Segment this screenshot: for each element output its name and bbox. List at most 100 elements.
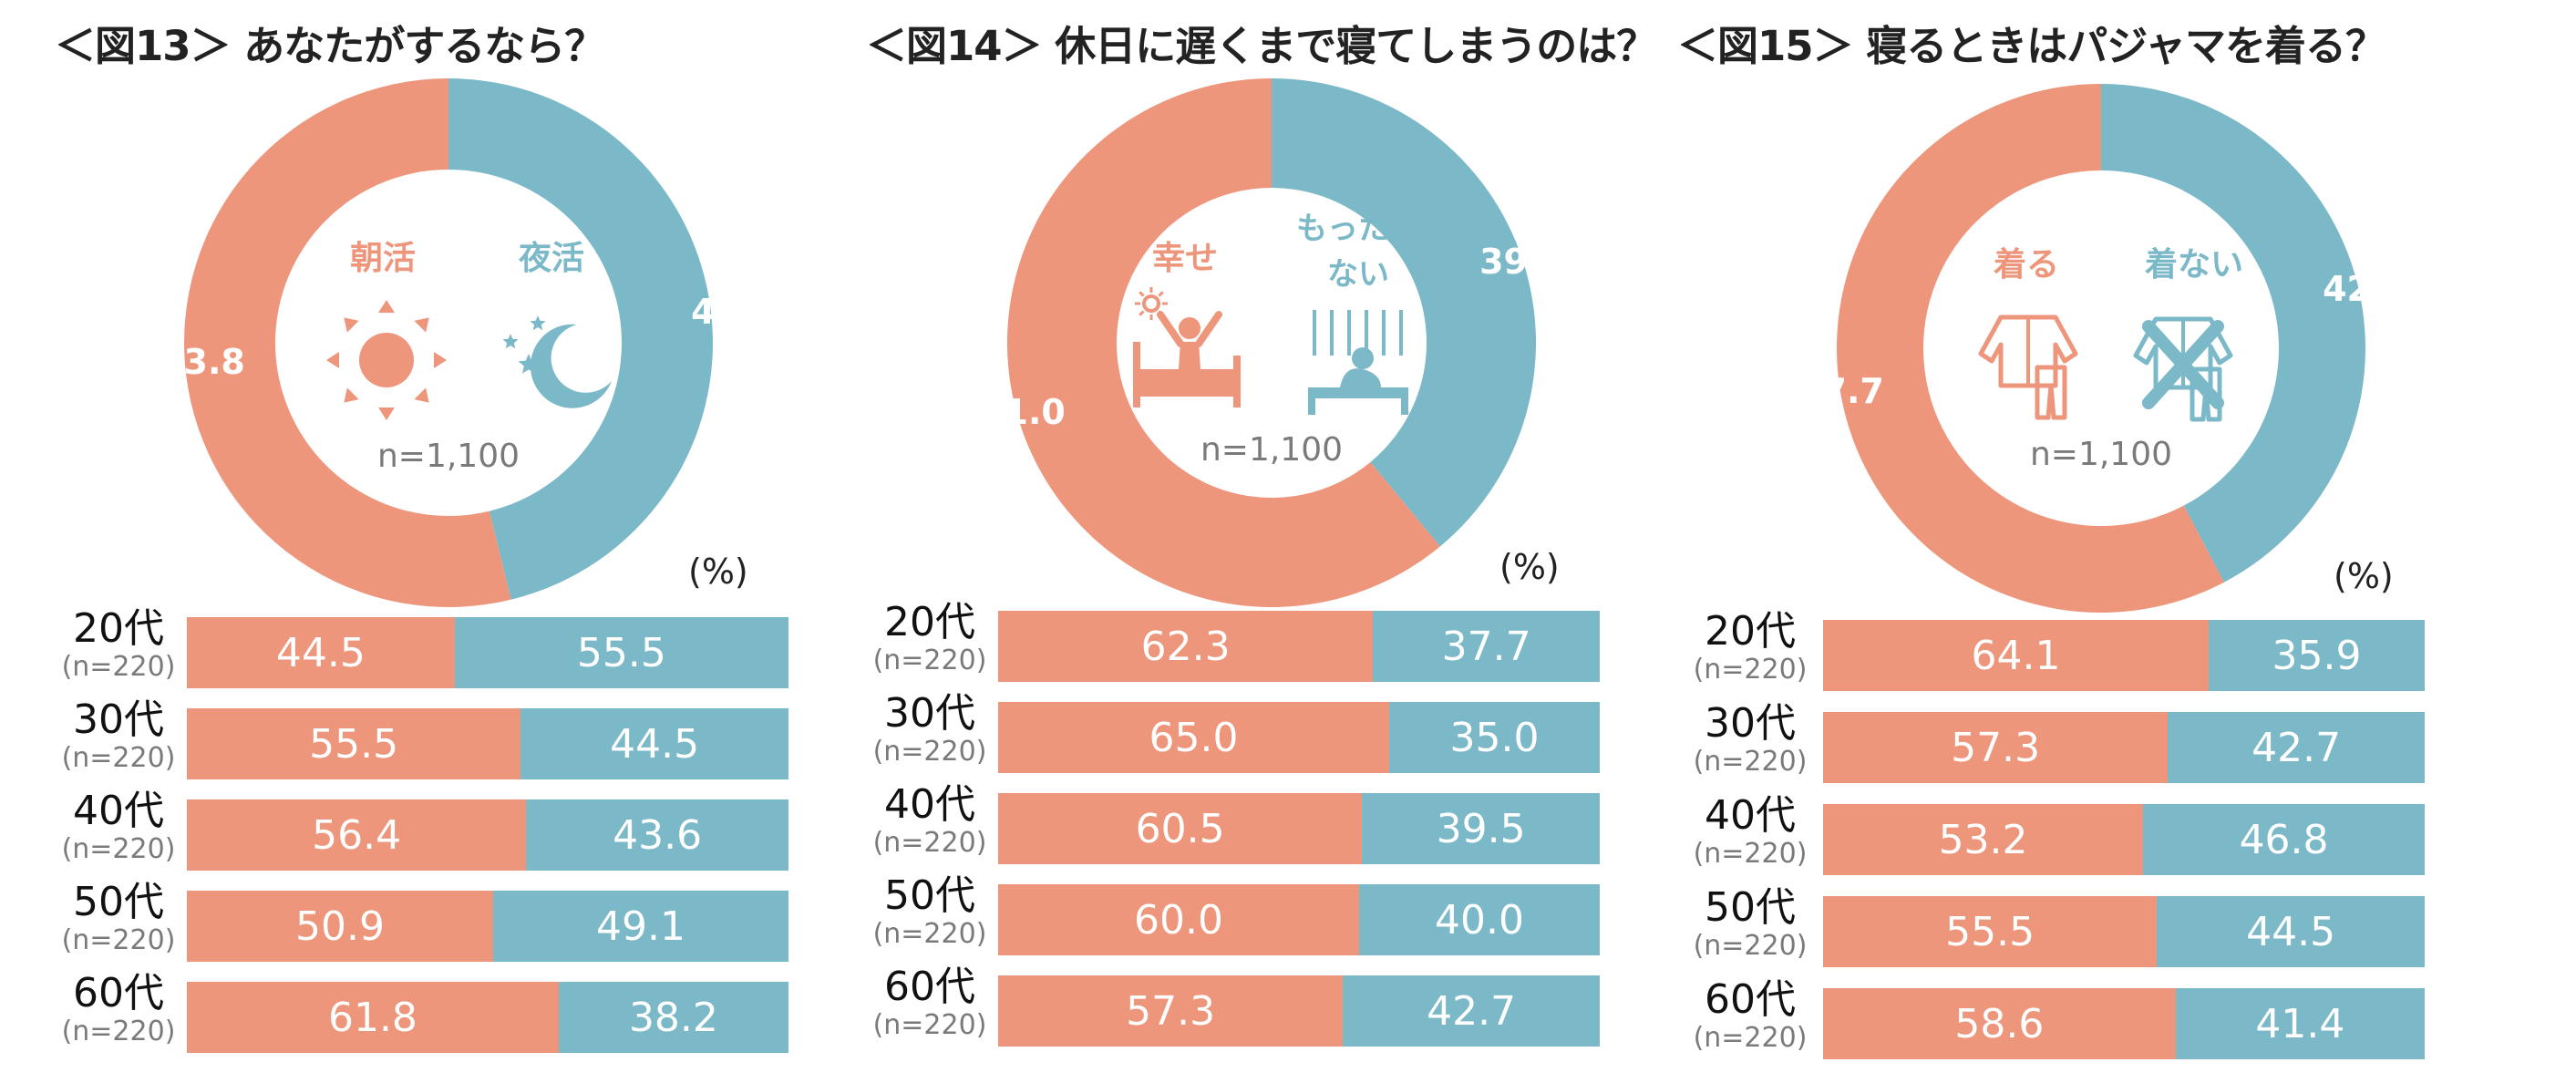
donut-chart: 53.8 46.2 朝活 夜活 n=1,100 bbox=[160, 78, 777, 607]
row-label: 40代 (n=220) bbox=[1677, 793, 1823, 870]
sample-size-label: (n=220) bbox=[1693, 746, 1808, 778]
age-group-label: 30代 bbox=[73, 696, 164, 743]
bar-segment-right: 46.8 bbox=[2143, 804, 2425, 875]
sample-size-label: (n=220) bbox=[61, 651, 176, 683]
row-label: 60代 (n=220) bbox=[1677, 977, 1823, 1054]
bar-segment-right: 39.5 bbox=[1362, 793, 1600, 864]
sample-size-label: (n=220) bbox=[1693, 654, 1808, 686]
legend-label: もったい bbox=[1296, 211, 1420, 247]
sample-size-label: (n=220) bbox=[61, 1016, 176, 1047]
sample-size-label: n=1,100 bbox=[2030, 436, 2172, 473]
person-rain-icon bbox=[1308, 310, 1408, 415]
age-group-label: 50代 bbox=[73, 879, 164, 925]
donut-slice bbox=[448, 78, 713, 600]
donut-slice bbox=[2101, 84, 2365, 583]
stacked-bar: 44.5 55.5 bbox=[187, 617, 788, 688]
bar-segment-right: 44.5 bbox=[2157, 896, 2425, 967]
stacked-bar: 55.5 44.5 bbox=[1823, 896, 2425, 967]
unit-label: (%) bbox=[688, 552, 748, 592]
stacked-bar: 61.8 38.2 bbox=[187, 982, 788, 1053]
stacked-bar: 50.9 49.1 bbox=[187, 891, 788, 962]
chart-title: ＜図14＞ 休日に遅くまで寝てしまうのは？ bbox=[866, 22, 1657, 70]
age-group-label: 50代 bbox=[1705, 884, 1796, 931]
row-label: 50代 (n=220) bbox=[46, 880, 191, 956]
sample-size-label: n=1,100 bbox=[1200, 431, 1343, 469]
age-group-label: 40代 bbox=[884, 781, 975, 828]
pajamas-crossed-icon bbox=[2133, 316, 2233, 422]
bar-segment-left: 50.9 bbox=[187, 891, 493, 962]
stacked-bar: 55.5 44.5 bbox=[187, 708, 788, 779]
donut-slice bbox=[184, 78, 511, 607]
legend-label: 朝活 bbox=[350, 240, 416, 277]
bar-segment-left: 60.5 bbox=[998, 793, 1363, 864]
sample-size-label: (n=220) bbox=[872, 736, 987, 768]
row-label: 60代 (n=220) bbox=[857, 964, 1003, 1041]
unit-label: (%) bbox=[2334, 556, 2394, 596]
bar-segment-right: 42.7 bbox=[2168, 712, 2425, 783]
sun-icon bbox=[326, 300, 447, 420]
row-label: 30代 (n=220) bbox=[857, 691, 1003, 768]
bar-segment-left: 57.3 bbox=[1823, 712, 2169, 783]
bar-segment-left: 44.5 bbox=[187, 617, 455, 688]
legend-label: 着る bbox=[1994, 246, 2059, 284]
stacked-bar: 64.1 35.9 bbox=[1823, 620, 2425, 691]
unit-label: (%) bbox=[1499, 547, 1560, 587]
moon-stars-icon bbox=[502, 315, 612, 408]
stacked-bar: 65.0 35.0 bbox=[998, 702, 1600, 773]
row-label: 20代 (n=220) bbox=[1677, 609, 1823, 686]
bar-segment-left: 55.5 bbox=[187, 708, 521, 779]
bar-segment-left: 58.6 bbox=[1823, 988, 2176, 1059]
panel-fig15: ＜図15＞ 寝るときはパジャマを着る？ 57.7 42.3 着る 着ない n=1,100… bbox=[1677, 0, 2434, 1083]
sample-size-label: (n=220) bbox=[872, 645, 987, 676]
age-group-label: 20代 bbox=[884, 599, 975, 645]
stacked-bar: 53.2 46.8 bbox=[1823, 804, 2425, 875]
stacked-bar: 56.4 43.6 bbox=[187, 799, 788, 871]
slice-value-label: 53.8 bbox=[160, 342, 245, 382]
bar-segment-left: 65.0 bbox=[998, 702, 1389, 773]
bar-segment-right: 38.2 bbox=[558, 982, 788, 1053]
bar-segment-right: 40.0 bbox=[1359, 884, 1600, 955]
age-group-label: 20代 bbox=[73, 605, 164, 652]
bar-segment-left: 62.3 bbox=[998, 611, 1374, 682]
panel-fig14: ＜図14＞ 休日に遅くまで寝てしまうのは？ 61.0 39.0 幸せ もったい ない n=… bbox=[866, 0, 1657, 1083]
chart-title: ＜図15＞ 寝るときはパジャマを着る？ bbox=[1677, 22, 2386, 70]
bar-segment-right: 42.7 bbox=[1343, 975, 1600, 1047]
slice-value-label: 57.7 bbox=[1798, 371, 1884, 411]
stacked-bar: 57.3 42.7 bbox=[998, 975, 1600, 1047]
bar-segment-left: 60.0 bbox=[998, 884, 1359, 955]
bar-segment-left: 57.3 bbox=[998, 975, 1344, 1047]
sample-size-label: (n=220) bbox=[1693, 930, 1808, 962]
row-label: 60代 (n=220) bbox=[46, 971, 191, 1047]
row-label: 50代 (n=220) bbox=[857, 873, 1003, 950]
bar-segment-left: 55.5 bbox=[1823, 896, 2158, 967]
bar-segment-left: 53.2 bbox=[1823, 804, 2144, 875]
donut-slice bbox=[1007, 78, 1440, 607]
stacked-bar: 57.3 42.7 bbox=[1823, 712, 2425, 783]
bar-segment-right: 44.5 bbox=[520, 708, 788, 779]
legend-label: 着ない bbox=[2145, 246, 2243, 284]
row-label: 50代 (n=220) bbox=[1677, 885, 1823, 962]
bar-segment-right: 35.0 bbox=[1389, 702, 1600, 773]
sample-size-label: (n=220) bbox=[872, 827, 987, 859]
sample-size-label: (n=220) bbox=[1693, 1022, 1808, 1054]
stacked-bar: 60.5 39.5 bbox=[998, 793, 1600, 864]
age-group-label: 40代 bbox=[73, 788, 164, 834]
row-label: 30代 (n=220) bbox=[1677, 701, 1823, 778]
person-waking-icon bbox=[1133, 287, 1241, 407]
slice-value-label: 39.0 bbox=[1479, 242, 1565, 282]
row-label: 20代 (n=220) bbox=[857, 600, 1003, 676]
sample-size-label: (n=220) bbox=[61, 924, 176, 956]
age-group-label: 60代 bbox=[73, 970, 164, 1016]
sample-size-label: (n=220) bbox=[872, 918, 987, 950]
age-group-label: 40代 bbox=[1705, 792, 1796, 839]
slice-value-label: 46.2 bbox=[691, 292, 777, 332]
sample-size-label: (n=220) bbox=[872, 1009, 987, 1041]
donut-slice bbox=[1272, 78, 1536, 547]
sample-size-label: (n=220) bbox=[61, 833, 176, 865]
age-group-label: 20代 bbox=[1705, 608, 1796, 655]
row-label: 40代 (n=220) bbox=[857, 782, 1003, 859]
age-group-label: 50代 bbox=[884, 872, 975, 919]
row-label: 30代 (n=220) bbox=[46, 697, 191, 774]
chart-title: ＜図13＞ あなたがするなら？ bbox=[55, 22, 605, 70]
